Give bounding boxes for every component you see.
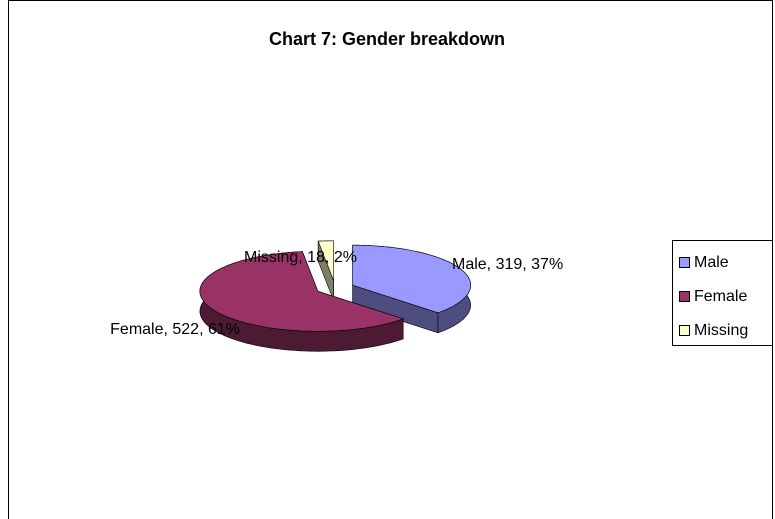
slice	[199, 251, 405, 332]
legend-label: Male	[694, 254, 729, 271]
slice	[352, 244, 472, 314]
legend-swatch	[679, 291, 690, 302]
data-label: Male, 319, 37%	[452, 256, 563, 273]
slice	[317, 240, 334, 281]
legend-swatch	[679, 325, 690, 336]
chart-title: Chart 7: Gender breakdown	[269, 29, 505, 49]
legend-swatch	[679, 257, 690, 268]
legend-label: Missing	[694, 322, 748, 339]
legend-label: Female	[694, 288, 747, 305]
data-label: Missing, 18, 2%	[244, 249, 357, 266]
data-label: Female, 522, 61%	[110, 321, 240, 338]
